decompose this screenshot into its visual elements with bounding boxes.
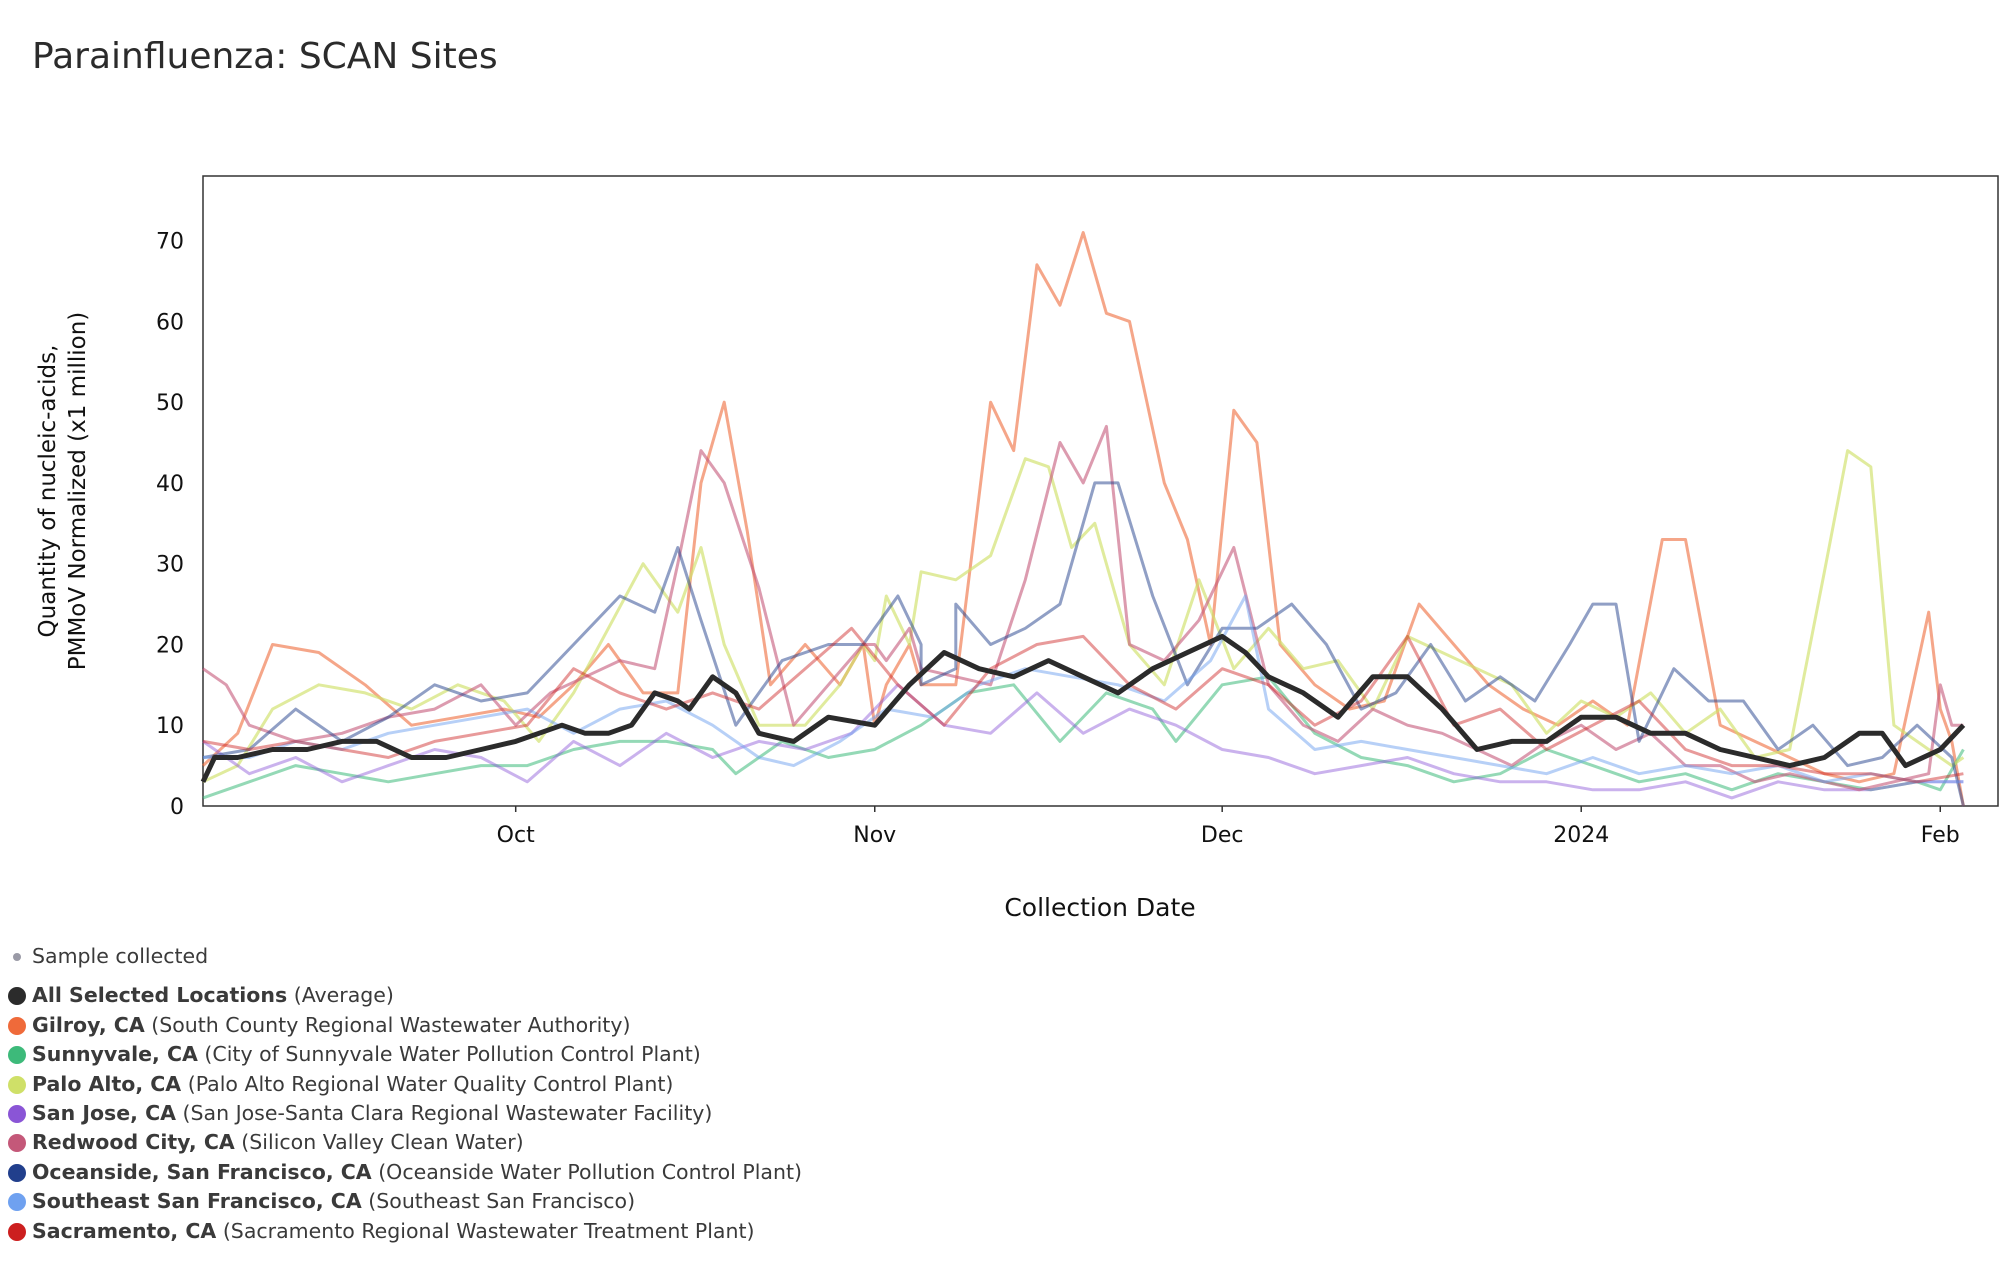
legend-dot-icon	[8, 1104, 26, 1123]
y-axis-label: Quantity of nucleic-acids, PMMoV Normali…	[35, 312, 91, 671]
sample-dot-icon	[13, 953, 21, 961]
legend-location-name: Sacramento, CA	[32, 1218, 217, 1243]
legend-location-detail: (Average)	[293, 983, 394, 1008]
legend-location-detail: (South County Regional Wastewater Author…	[151, 1012, 631, 1037]
legend-item[interactable]: Sunnyvale, CA (City of Sunnyvale Water P…	[8, 1040, 802, 1069]
legend-location-name: Oceanside, San Francisco, CA	[32, 1159, 372, 1184]
line-chart: 0 10 20 30 40 50 60 70 Oct Nov Dec 2024 Feb Collect…	[35, 175, 1999, 922]
legend-dot-icon	[8, 987, 26, 1006]
y-tick-label: 10	[156, 714, 184, 739]
legend-location-name: Redwood City, CA	[32, 1130, 235, 1155]
series-layer	[200, 231, 1966, 807]
legend-dot-icon	[8, 1193, 26, 1212]
legend-item[interactable]: Palo Alto, CA (Palo Alto Regional Water …	[8, 1070, 802, 1099]
legend-dot-icon	[8, 1075, 26, 1094]
legend-location-detail: (Palo Alto Regional Water Quality Contro…	[187, 1071, 674, 1096]
series-line-gilroy-ca[interactable]	[201, 231, 1965, 807]
x-tick-label: Feb	[1921, 823, 1960, 848]
y-tick-label: 70	[156, 230, 184, 255]
legend-dot-icon	[8, 1134, 26, 1153]
x-axis-label: Collection Date	[1004, 893, 1195, 922]
y-tick-label: 30	[156, 553, 184, 578]
y-axis-label-line-1: Quantity of nucleic-acids,	[35, 345, 61, 638]
legend-item[interactable]: All Selected Locations (Average)	[8, 981, 802, 1010]
series-line-all-selected-locations[interactable]	[200, 633, 1966, 783]
legend-location-detail: (Southeast San Francisco)	[368, 1189, 636, 1214]
legend: Sample collected All Selected Locations …	[8, 942, 802, 1246]
y-tick-label: 50	[156, 391, 184, 416]
legend-dot-icon	[8, 1046, 26, 1065]
y-tick-label: 60	[156, 310, 184, 335]
x-tick-label: Oct	[497, 823, 535, 848]
legend-location-name: All Selected Locations	[32, 983, 288, 1008]
series-line-sacramento-ca[interactable]	[202, 626, 1964, 784]
y-tick-label: 20	[156, 633, 184, 658]
legend-sample-label: Sample collected	[32, 944, 209, 968]
x-axis: Oct Nov Dec 2024 Feb	[497, 806, 1960, 848]
y-tick-label: 0	[170, 795, 184, 820]
y-tick-label: 40	[156, 472, 184, 497]
x-tick-label: Dec	[1201, 823, 1244, 848]
x-tick-label: 2024	[1553, 823, 1609, 848]
legend-location-detail: (Sacramento Regional Wastewater Treatmen…	[222, 1218, 755, 1243]
legend-location-name: Gilroy, CA	[32, 1012, 145, 1037]
legend-item[interactable]: Redwood City, CA (Silicon Valley Clean W…	[8, 1128, 802, 1157]
series-line-oceanside-san-francisco-ca[interactable]	[202, 481, 1965, 807]
legend-sample-collected: Sample collected	[8, 942, 802, 971]
legend-dot-icon	[8, 1163, 26, 1182]
legend-location-name: San Jose, CA	[32, 1100, 176, 1125]
plot-frame	[202, 175, 1999, 807]
legend-items: All Selected Locations (Average) Gilroy, …	[8, 981, 802, 1246]
legend-dot-icon	[8, 1016, 26, 1035]
legend-dot-icon	[8, 1222, 26, 1241]
legend-location-name: Sunnyvale, CA	[32, 1042, 198, 1067]
legend-location-name: Palo Alto, CA	[32, 1071, 182, 1096]
y-axis: 0 10 20 30 40 50 60 70	[156, 230, 184, 820]
x-tick-label: Nov	[853, 823, 896, 848]
series-line-palo-alto-ca[interactable]	[202, 449, 1965, 784]
legend-location-name: Southeast San Francisco, CA	[32, 1189, 362, 1214]
legend-location-detail: (Silicon Valley Clean Water)	[241, 1130, 524, 1155]
legend-item[interactable]: Oceanside, San Francisco, CA (Oceanside …	[8, 1158, 802, 1187]
y-axis-label-line-2: PMMoV Normalized (x1 million)	[65, 312, 91, 671]
legend-location-detail: (Oceanside Water Pollution Control Plant…	[378, 1159, 803, 1184]
legend-item[interactable]: Southeast San Francisco, CA (Southeast S…	[8, 1187, 802, 1216]
legend-item[interactable]: Sacramento, CA (Sacramento Regional Wast…	[8, 1217, 802, 1246]
legend-item[interactable]: San Jose, CA (San Jose-Santa Clara Regio…	[8, 1099, 802, 1128]
series-line-sunnyvale-ca[interactable]	[202, 675, 1965, 800]
page-title: Parainfluenza: SCAN Sites	[32, 36, 498, 77]
legend-location-detail: (San Jose-Santa Clara Regional Wastewate…	[182, 1100, 713, 1125]
series-line-redwood-city-ca[interactable]	[202, 424, 1964, 792]
legend-item[interactable]: Gilroy, CA (South County Regional Wastew…	[8, 1011, 802, 1040]
series-line-san-jose-ca[interactable]	[202, 683, 1964, 800]
legend-location-detail: (City of Sunnyvale Water Pollution Contr…	[204, 1042, 701, 1067]
